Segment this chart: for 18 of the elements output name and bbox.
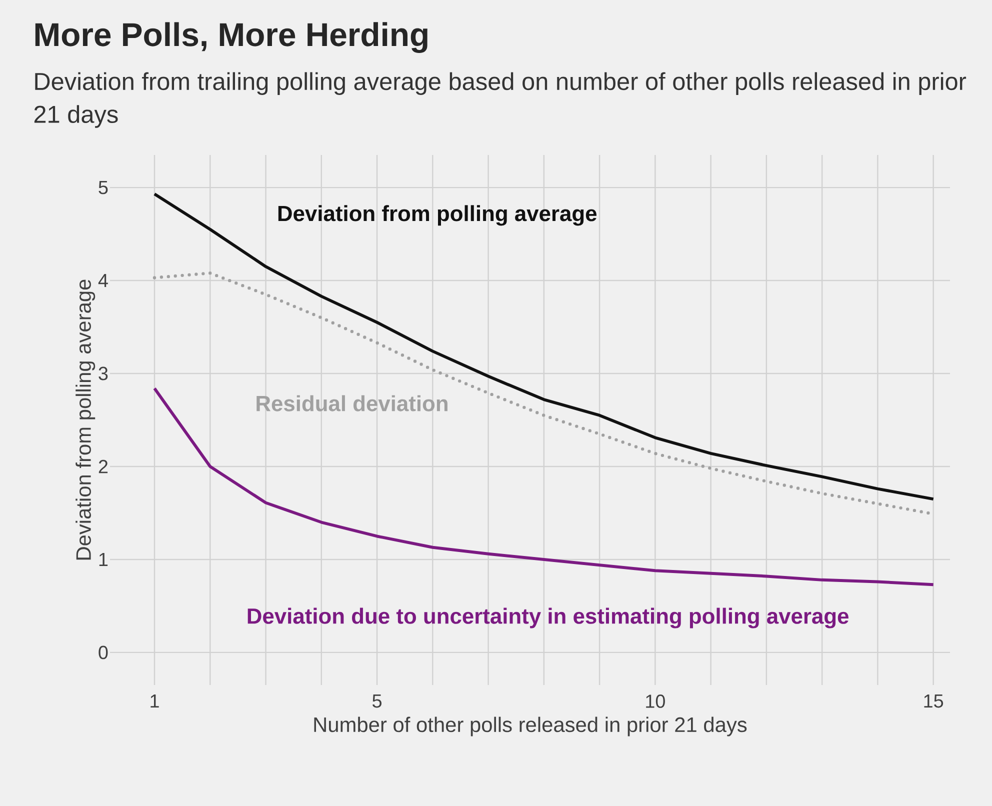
x-axis-title: Number of other polls released in prior 21 days <box>314 716 747 736</box>
x-tick-label: 15 <box>924 694 944 708</box>
series-label: Deviation from polling average <box>278 205 597 226</box>
y-tick-label: 2 <box>98 460 108 474</box>
x-tick-label: 1 <box>150 694 159 708</box>
series-label: Residual deviation <box>256 395 448 412</box>
y-tick-label: 5 <box>98 180 108 194</box>
y-axis-title: Deviation from polling average <box>76 280 96 560</box>
series-label: Deviation due to uncertainty in estimating polling average <box>248 608 848 628</box>
y-tick-label: 1 <box>99 552 108 566</box>
y-tick-label: 4 <box>98 274 108 288</box>
y-tick-label: 0 <box>98 646 108 660</box>
chart-subtitle: Deviation from trailing polling average based on number of other polls released in prior 21 days <box>34 72 966 128</box>
y-tick-label: 3 <box>98 366 108 380</box>
x-tick-label: 5 <box>372 694 382 708</box>
line-series <box>153 192 935 501</box>
chart-title: More Polls, More Herding <box>35 22 428 53</box>
x-tick-label: 10 <box>646 694 665 708</box>
